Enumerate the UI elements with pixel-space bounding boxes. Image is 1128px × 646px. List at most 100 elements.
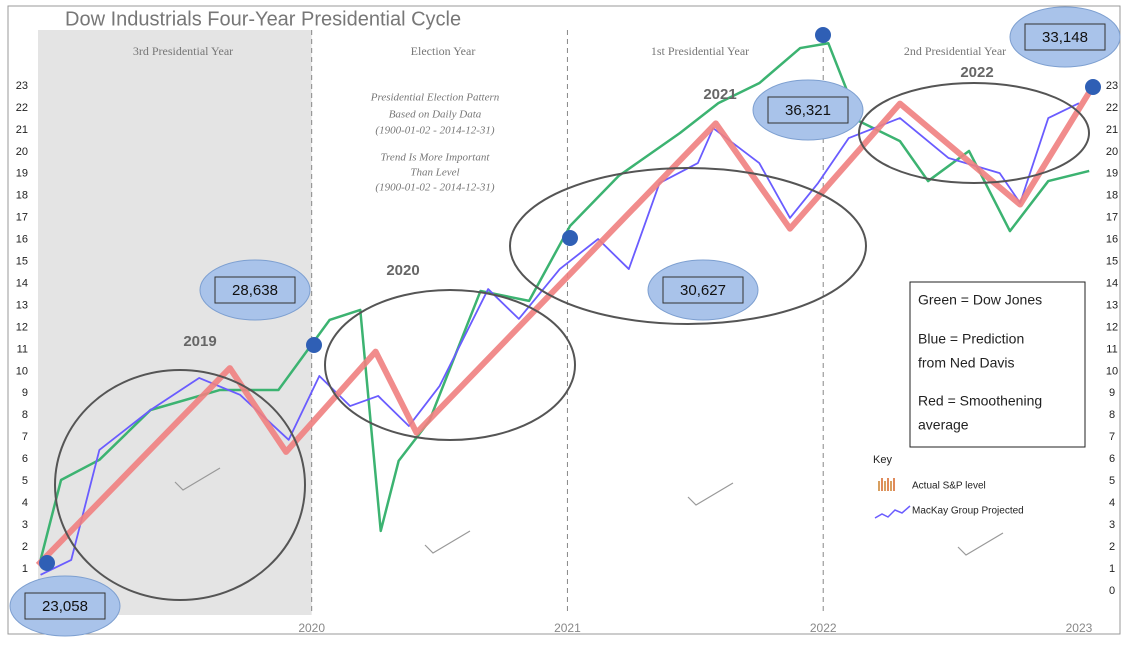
legend-box <box>909 281 1086 448</box>
note: Trend Is More Important <box>381 152 491 164</box>
y-tick-label-right: 8 <box>1109 409 1115 421</box>
callout-box <box>214 276 296 304</box>
chart-title: Dow Industrials Four-Year Presidential C… <box>65 8 461 30</box>
phase-label: 3rd Presidential Year <box>133 44 233 58</box>
y-tick-label: 17 <box>16 212 28 224</box>
y-tick-label-right: 11 <box>1106 343 1117 355</box>
note: (1900-01-02 - 2014-12-31) <box>375 125 494 137</box>
y-tick-label: 8 <box>22 409 28 421</box>
y-tick-label-right: 16 <box>1106 234 1118 246</box>
callout-label: 36,321 <box>785 102 831 119</box>
key-title: Key <box>873 454 892 466</box>
y-tick-label-right: 6 <box>1109 453 1115 465</box>
y-tick-label-right: 5 <box>1109 475 1115 487</box>
y-tick-label-right: 1 <box>1109 563 1115 575</box>
y-tick-label-right: 4 <box>1109 497 1115 509</box>
callout-box <box>767 96 849 124</box>
y-tick-label: 15 <box>16 256 28 268</box>
checkmark <box>957 532 1004 556</box>
y-tick-label: 19 <box>16 168 28 180</box>
y-tick-label: 14 <box>16 277 28 289</box>
y-tick-label-right: 2 <box>1109 541 1115 553</box>
y-tick-label-right: 10 <box>1106 365 1118 377</box>
y-tick-label-right: 17 <box>1106 212 1118 224</box>
y-tick-label: 3 <box>22 519 28 531</box>
y-tick-label-right: 15 <box>1106 256 1118 268</box>
phase-label: 2nd Presidential Year <box>904 44 1006 58</box>
y-tick-label: 1 <box>22 563 28 575</box>
callout-box <box>662 276 744 304</box>
y-tick-label-right: 3 <box>1109 519 1115 531</box>
y-tick-label: 9 <box>22 387 28 399</box>
y-tick-label-right: 18 <box>1106 190 1118 202</box>
key-line <box>874 505 911 519</box>
legend-text: Blue = Prediction <box>918 331 1024 347</box>
y-tick-label: 7 <box>22 431 28 443</box>
y-tick-label-right: 9 <box>1109 387 1115 399</box>
key-text: Actual S&P level <box>912 481 986 492</box>
y-tick-label-right: 13 <box>1106 299 1118 311</box>
x-tick-label: 2022 <box>810 621 837 635</box>
y-tick-label-right: 20 <box>1106 146 1118 158</box>
marker-dot <box>306 337 322 353</box>
y-tick-label: 23 <box>16 80 28 92</box>
marker-dot <box>39 555 55 571</box>
note: Than Level <box>410 167 459 179</box>
marker-dot <box>562 230 578 246</box>
y-tick-label-right: 12 <box>1106 321 1118 333</box>
year-label: 2021 <box>703 86 736 103</box>
y-tick-label: 21 <box>16 124 28 136</box>
y-tick-label: 10 <box>16 365 28 377</box>
series-line <box>39 41 1090 561</box>
callout-label: 23,058 <box>42 598 88 615</box>
year-label: 2022 <box>960 64 993 81</box>
key-text: MacKay Group Projected <box>912 506 1024 517</box>
callout-box <box>1024 23 1106 51</box>
checkmark <box>424 530 471 554</box>
y-tick-label-right: 14 <box>1106 277 1118 289</box>
marker-dot <box>815 27 831 43</box>
callout-box <box>24 592 106 620</box>
legend-text: Green = Dow Jones <box>918 292 1042 308</box>
y-tick-label: 16 <box>16 234 28 246</box>
y-tick-label-right: 21 <box>1106 124 1118 136</box>
legend-text: average <box>918 417 969 433</box>
y-tick-label: 4 <box>22 497 28 509</box>
y-tick-label: 22 <box>16 102 28 114</box>
x-tick-label: 2021 <box>554 621 581 635</box>
checkmark <box>174 467 221 491</box>
callout-label: 33,148 <box>1042 29 1088 46</box>
y-tick-label: 6 <box>22 453 28 465</box>
note: Based on Daily Data <box>389 109 482 121</box>
y-tick-label-right: 22 <box>1106 102 1118 114</box>
note: (1900-01-02 - 2014-12-31) <box>375 182 494 194</box>
callout-label: 28,638 <box>232 282 278 299</box>
cycle-ellipse <box>858 82 1090 184</box>
y-tick-label: 5 <box>22 475 28 487</box>
series-line <box>35 86 1095 568</box>
legend-text: from Ned Davis <box>918 355 1014 371</box>
year-label: 2019 <box>183 333 216 350</box>
y-tick-label: 11 <box>17 343 28 355</box>
note: Presidential Election Pattern <box>370 92 500 104</box>
y-tick-label: 18 <box>16 190 28 202</box>
phase-label: 1st Presidential Year <box>651 44 749 58</box>
y-tick-label-right: 19 <box>1106 168 1118 180</box>
callout-label: 30,627 <box>680 282 726 299</box>
marker-dot <box>1085 79 1101 95</box>
series-line <box>40 102 1080 576</box>
cycle-ellipse <box>324 289 576 441</box>
y-tick-label: 2 <box>22 541 28 553</box>
y-tick-label-right: 7 <box>1109 431 1115 443</box>
y-tick-label-right: 0 <box>1109 585 1115 597</box>
y-tick-label: 13 <box>16 299 28 311</box>
cycle-ellipse <box>509 167 867 325</box>
x-tick-label: 2020 <box>298 621 325 635</box>
y-tick-label-right: 23 <box>1106 80 1118 92</box>
x-tick-label: 2023 <box>1066 621 1093 635</box>
phase-label: Election Year <box>411 44 476 58</box>
y-tick-label: 12 <box>16 321 28 333</box>
y-tick-label: 20 <box>16 146 28 158</box>
checkmark <box>687 482 734 506</box>
